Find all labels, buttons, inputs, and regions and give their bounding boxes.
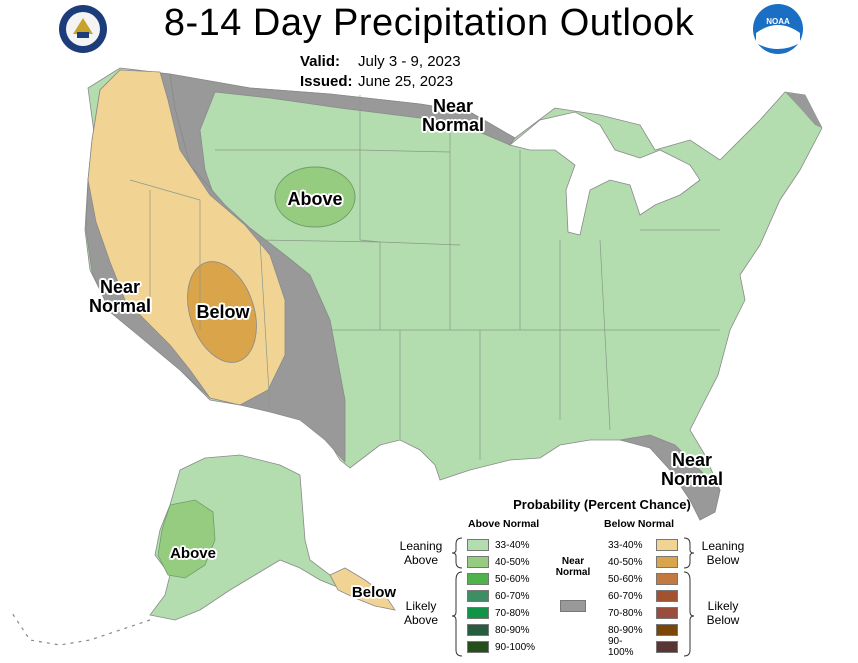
legend-below-header: Below Normal: [604, 518, 675, 530]
near-normal-north: [169, 73, 516, 191]
great-lakes: [509, 111, 701, 236]
legend-range: 70-80%: [608, 607, 643, 619]
legend-near-normal-label: Near Normal: [555, 556, 591, 578]
legend-range: 50-60%: [495, 573, 530, 585]
legend-range: 60-70%: [608, 590, 643, 602]
legend-below-row: 50-60%: [608, 572, 678, 586]
legend-range: 90-100%: [608, 636, 634, 658]
issued-label: Issued:: [300, 73, 353, 90]
legend-above-row: 80-90%: [467, 623, 529, 637]
legend-range: 60-70%: [495, 590, 530, 602]
legend-braces-below: [683, 537, 695, 657]
legend-above-row: 90-100%: [467, 640, 535, 654]
legend-swatch: [656, 573, 678, 585]
noaa-logo-icon: NOAA: [753, 4, 803, 54]
legend-above-row: 33-40%: [467, 538, 529, 552]
legend-swatch: [656, 556, 678, 568]
legend-above-row: 50-60%: [467, 572, 529, 586]
valid-row: Valid: July 3 - 9, 2023: [300, 53, 461, 70]
legend-swatch: [467, 590, 489, 602]
legend-group-leaning-below: Leaning Below: [701, 539, 745, 567]
alaska-below-region: [329, 567, 396, 611]
legend-swatch: [467, 556, 489, 568]
legend-range: 80-90%: [495, 624, 530, 636]
page-title: 8-14 Day Precipitation Outlook: [163, 2, 695, 44]
commerce-seal-icon: [59, 5, 107, 53]
legend-range: 90-100%: [495, 641, 536, 653]
legend-above-header: Above Normal: [468, 518, 540, 530]
legend-above-row: 60-70%: [467, 589, 529, 603]
issued-value: June 25, 2023: [358, 73, 454, 90]
state-lines: [129, 95, 720, 460]
noaa-logo-text: NOAA: [766, 17, 790, 26]
valid-label: Valid:: [300, 53, 341, 70]
legend-below-row: 60-70%: [608, 589, 678, 603]
legend-range: 40-50%: [608, 556, 643, 568]
legend-swatch: [656, 641, 678, 653]
legend-range: 33-40%: [495, 539, 530, 551]
legend-swatch: [467, 641, 489, 653]
legend-braces-above: [451, 537, 463, 657]
label-above-plains: Above: [287, 189, 343, 209]
legend-group-leaning-above: Leaning Above: [399, 539, 443, 567]
legend-title: Probability (Percent Chance): [513, 497, 691, 512]
label-above-alaska: Above: [170, 545, 216, 562]
legend-range: 33-40%: [608, 539, 643, 551]
legend-swatch: [656, 607, 678, 619]
label-near-normal-west: Near Normal: [88, 277, 151, 316]
valid-value: July 3 - 9, 2023: [358, 53, 461, 70]
legend-swatch: [467, 624, 489, 636]
above-core-region: [274, 166, 356, 228]
legend-swatch: [656, 539, 678, 551]
alaska-above-region: [157, 499, 216, 579]
legend-below-row: 70-80%: [608, 606, 678, 620]
legend-below-row: 33-40%: [608, 538, 678, 552]
legend-above-row: 40-50%: [467, 555, 529, 569]
near-normal-maine: [785, 92, 822, 128]
legend-group-likely-above: Likely Above: [403, 599, 439, 627]
legend-below-row: 90-100%: [608, 636, 678, 658]
legend-swatch: [467, 607, 489, 619]
aleutian-islands: [9, 609, 151, 646]
issued-row: Issued: June 25, 2023: [300, 73, 453, 90]
legend-swatch: [467, 573, 489, 585]
legend-below-row: 40-50%: [608, 555, 678, 569]
near-normal-florida: [619, 434, 721, 521]
label-below-southwest: Below: [196, 302, 250, 322]
legend-swatch: [656, 590, 678, 602]
legend-swatch: [656, 624, 678, 636]
legend-range: 80-90%: [608, 624, 643, 636]
legend-swatch: [467, 539, 489, 551]
label-near-normal-north: Near Normal: [421, 96, 484, 135]
below-core-region: [187, 261, 257, 363]
legend: Probability (Percent Chance) Above Norma…: [392, 494, 812, 660]
legend-range: 40-50%: [495, 556, 530, 568]
label-below-alaska: Below: [351, 584, 397, 601]
legend-below-row: 80-90%: [608, 623, 678, 637]
legend-range: 50-60%: [608, 573, 643, 585]
legend-range: 70-80%: [495, 607, 530, 619]
legend-group-likely-below: Likely Below: [706, 599, 740, 627]
legend-above-row: 70-80%: [467, 606, 529, 620]
label-near-normal-southeast: Near Normal: [660, 450, 723, 489]
legend-near-normal-swatch: [560, 600, 586, 612]
